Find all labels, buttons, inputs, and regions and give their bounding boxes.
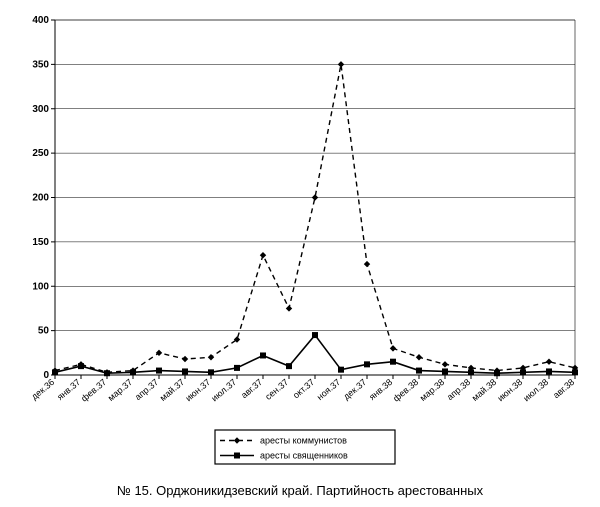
series-marker-priests bbox=[469, 370, 474, 375]
series-marker-priests bbox=[131, 370, 136, 375]
y-tick-label: 350 bbox=[32, 59, 49, 70]
series-marker-priests bbox=[339, 367, 344, 372]
figure-container: 050100150200250300350400дек.36янв.37фев.… bbox=[0, 0, 600, 507]
series-marker-priests bbox=[183, 369, 188, 374]
series-marker-priests bbox=[287, 364, 292, 369]
figure-caption: № 15. Орджоникидзевский край. Партийност… bbox=[0, 483, 600, 498]
series-marker-priests bbox=[573, 370, 578, 375]
line-chart: 050100150200250300350400дек.36янв.37фев.… bbox=[0, 0, 600, 507]
series-marker-priests bbox=[261, 353, 266, 358]
legend: аресты коммунистов аресты священников bbox=[215, 430, 395, 464]
y-tick-label: 50 bbox=[38, 326, 50, 337]
legend-label-communists: аресты коммунистов bbox=[260, 436, 347, 446]
series-marker-priests bbox=[417, 368, 422, 373]
y-tick-label: 400 bbox=[32, 15, 49, 26]
y-tick-label: 100 bbox=[32, 281, 49, 292]
series-marker-priests bbox=[53, 370, 58, 375]
series-marker-priests bbox=[521, 370, 526, 375]
y-tick-label: 200 bbox=[32, 193, 49, 204]
series-marker-priests bbox=[365, 362, 370, 367]
series-marker-priests bbox=[79, 364, 84, 369]
series-marker-priests bbox=[105, 371, 110, 376]
series-marker-priests bbox=[443, 369, 448, 374]
series-marker-priests bbox=[547, 369, 552, 374]
series-marker-priests bbox=[209, 370, 214, 375]
y-tick-label: 150 bbox=[32, 237, 49, 248]
series-marker-priests bbox=[235, 365, 240, 370]
series-marker-priests bbox=[495, 371, 500, 376]
legend-marker-priests bbox=[235, 453, 240, 458]
series-marker-priests bbox=[313, 333, 318, 338]
y-tick-label: 250 bbox=[32, 148, 49, 159]
series-marker-priests bbox=[391, 359, 396, 364]
series-marker-priests bbox=[157, 368, 162, 373]
y-tick-label: 300 bbox=[32, 104, 49, 115]
legend-label-priests: аресты священников bbox=[260, 451, 348, 461]
